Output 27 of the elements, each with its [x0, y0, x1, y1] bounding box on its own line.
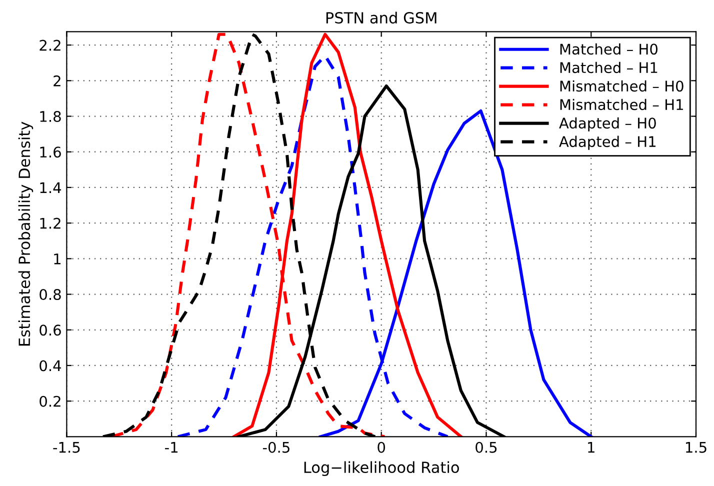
- y-tick-label: 1.8: [40, 110, 61, 122]
- legend-label: Mismatched – H1: [560, 98, 683, 110]
- legend-label: Matched – H1: [560, 62, 658, 74]
- legend-label: Adapted – H1: [559, 136, 656, 150]
- x-tick-label: 1.5: [686, 442, 706, 453]
- y-tick-label: 2.2: [40, 40, 60, 51]
- x-tick-label: -1.5: [53, 442, 80, 453]
- y-tick-label: 0.8: [40, 289, 61, 300]
- y-tick-label: 1.6: [40, 146, 61, 158]
- y-tick-label: 1: [54, 254, 60, 264]
- y-axis-title: Estimated Probability Density: [18, 122, 34, 346]
- y-tick-label: 2: [54, 75, 60, 86]
- chart-title: PSTN and GSM: [326, 12, 436, 24]
- x-tick-label: 1: [588, 442, 594, 453]
- y-tick-label: 0.4: [40, 360, 62, 372]
- legend-label: Adapted – H0: [559, 117, 656, 132]
- x-tick-label: -1: [165, 442, 178, 453]
- legend-label: Matched – H0: [560, 43, 658, 55]
- y-tick-label: 0.2: [40, 396, 60, 407]
- y-tick-label: 1.4: [40, 182, 62, 194]
- x-axis-title: Log−likelihood Ratio: [304, 461, 459, 476]
- y-tick-label: 0.6: [40, 324, 61, 336]
- x-tick-label: -0.5: [262, 442, 290, 453]
- x-tick-label: 0: [378, 442, 386, 453]
- legend-label: Mismatched – H0: [560, 80, 684, 92]
- y-tick-label: 1.2: [40, 218, 60, 229]
- x-tick-label: 0.5: [476, 442, 497, 453]
